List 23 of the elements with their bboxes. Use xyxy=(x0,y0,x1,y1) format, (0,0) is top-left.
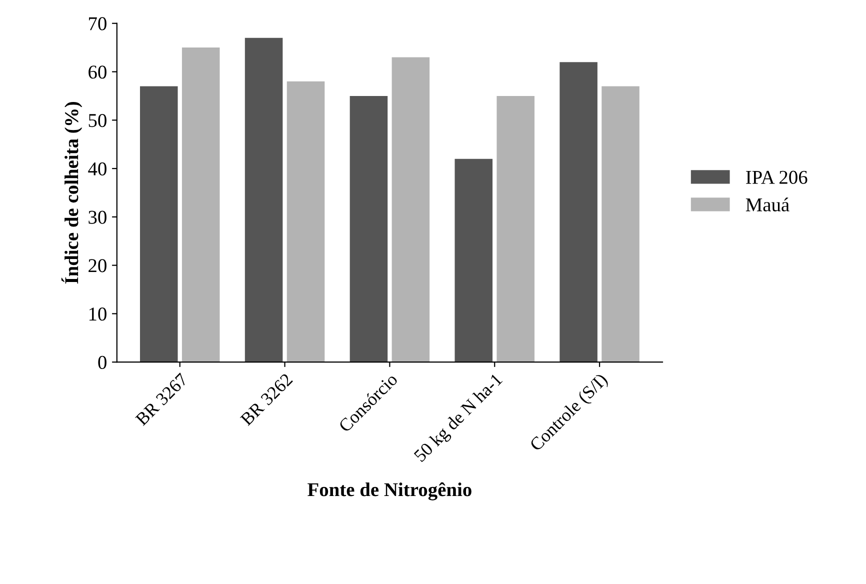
y-tick-label: 60 xyxy=(88,66,106,79)
y-tick-label: 40 xyxy=(88,162,106,176)
bar xyxy=(392,57,430,362)
y-tick-label: 20 xyxy=(88,259,106,272)
y-tick-label: 10 xyxy=(89,308,106,321)
bar xyxy=(454,158,493,362)
bar xyxy=(140,86,178,362)
bar xyxy=(602,86,640,362)
bar xyxy=(244,38,283,362)
y-tick-label: 0 xyxy=(98,356,106,370)
bar xyxy=(182,48,220,362)
bar xyxy=(350,96,388,362)
x-axis-title: Fonte de Nitrogênio xyxy=(308,482,472,500)
x-tick-label: 50 kg de N ha-1 xyxy=(413,372,506,465)
y-tick-label: 30 xyxy=(88,210,106,224)
legend-label: Mauá xyxy=(746,198,790,212)
bar xyxy=(496,96,534,362)
legend-label: IPA 206 xyxy=(746,170,808,184)
y-tick-label: 70 xyxy=(89,17,106,30)
y-tick-label: 50 xyxy=(88,114,106,128)
bar xyxy=(560,62,598,362)
y-axis-title: Índice de colheita (%) xyxy=(61,102,82,284)
bar xyxy=(286,81,325,362)
